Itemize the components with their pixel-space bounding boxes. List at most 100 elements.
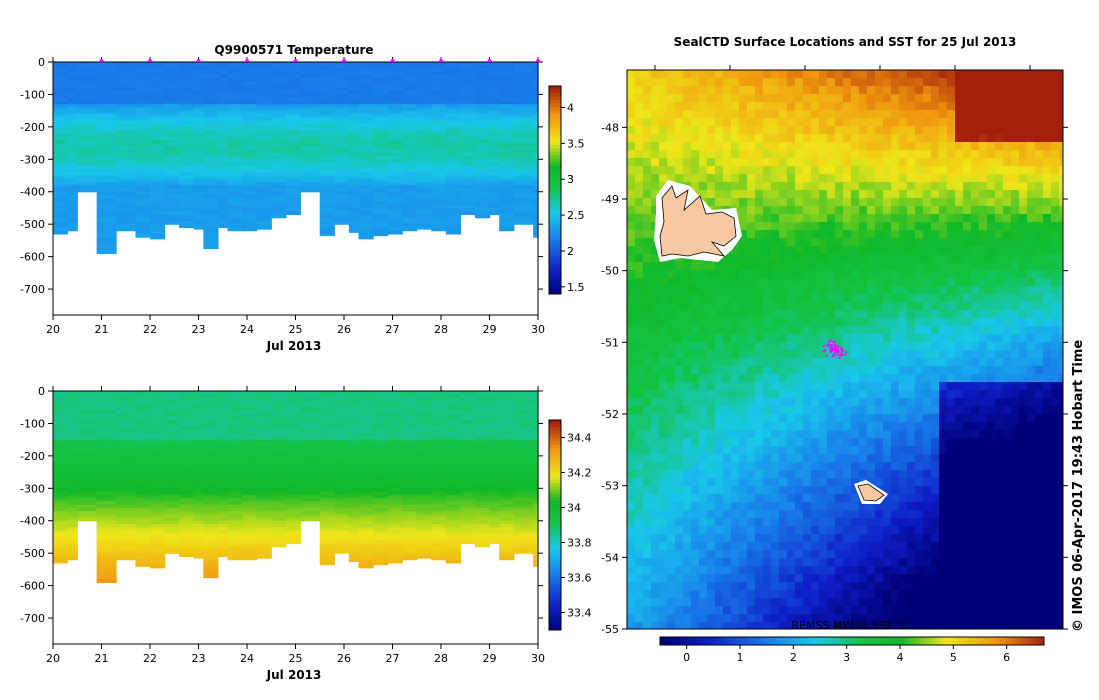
- sst-cell: [1043, 230, 1052, 239]
- heatmap-cell: [373, 439, 389, 444]
- heatmap-cell: [474, 540, 491, 545]
- heatmap-cell: [489, 91, 500, 96]
- heatmap-cell: [334, 97, 350, 102]
- heatmap-cell: [227, 488, 243, 493]
- heatmap-cell: [67, 159, 78, 164]
- heatmap-cell: [77, 100, 98, 105]
- heatmap-cell: [474, 403, 491, 408]
- sst-cell: [795, 166, 804, 175]
- heatmap-cell: [334, 520, 350, 525]
- heatmap-cell: [96, 188, 117, 193]
- heatmap-cell: [67, 224, 78, 229]
- heatmap-cell: [285, 507, 301, 512]
- heatmap-cell: [513, 511, 534, 515]
- heatmap-cell: [227, 391, 243, 395]
- sst-cell: [843, 70, 852, 79]
- heatmap-cell: [387, 194, 403, 199]
- heatmap-cell: [431, 214, 447, 219]
- heatmap-cell: [489, 107, 500, 112]
- sst-cell: [1059, 198, 1064, 207]
- sst-cell: [707, 78, 716, 87]
- heatmap-cell: [53, 462, 69, 467]
- heatmap-cell: [77, 143, 98, 147]
- sst-cell: [867, 70, 876, 79]
- sst-cell: [851, 230, 860, 239]
- heatmap-cell: [431, 416, 447, 421]
- heatmap-cell: [460, 165, 476, 170]
- heatmap-cell: [256, 172, 272, 177]
- sst-cell: [979, 158, 988, 167]
- colorbar-tick-label: 3.5: [567, 137, 585, 150]
- colorbar-swatch: [549, 144, 561, 149]
- heatmap-cell: [489, 87, 500, 92]
- heatmap-cell: [96, 494, 117, 499]
- heatmap-cell: [533, 475, 539, 480]
- heatmap-cell: [499, 191, 515, 196]
- sst-cell: [915, 78, 924, 87]
- sst-cell: [907, 118, 916, 127]
- heatmap-cell: [242, 442, 258, 447]
- heatmap-cell: [203, 472, 219, 476]
- heatmap-cell: [513, 546, 534, 551]
- sst-cell: [819, 174, 828, 183]
- sst-cell: [867, 78, 876, 87]
- heatmap-cell: [150, 198, 166, 203]
- sst-cell: [979, 86, 988, 95]
- sst-cell: [939, 150, 948, 159]
- heatmap-cell: [513, 214, 534, 219]
- sst-cell: [883, 134, 892, 143]
- heatmap-cell: [445, 459, 461, 463]
- sst-cell: [795, 110, 804, 119]
- heatmap-cell: [116, 117, 137, 121]
- sst-cell: [915, 206, 924, 215]
- heatmap-cell: [193, 485, 204, 489]
- heatmap-cell: [96, 439, 117, 444]
- sst-cell: [1059, 110, 1064, 119]
- heatmap-cell: [285, 117, 301, 121]
- heatmap-cell: [203, 449, 219, 454]
- heatmap-cell: [513, 198, 534, 203]
- heatmap-cell: [67, 491, 78, 496]
- heatmap-cell: [489, 523, 500, 528]
- heatmap-cell: [431, 459, 447, 463]
- heatmap-cell: [227, 442, 243, 447]
- heatmap-cell: [77, 459, 98, 463]
- heatmap-cell: [533, 527, 539, 532]
- heatmap-cell: [96, 423, 117, 428]
- sst-cell: [1035, 214, 1044, 223]
- sst-cell: [627, 134, 636, 143]
- heatmap-cell: [319, 126, 335, 131]
- heatmap-cell: [416, 397, 432, 402]
- heatmap-cell: [116, 169, 137, 173]
- sst-cell: [811, 78, 820, 87]
- heatmap-cell: [271, 100, 287, 105]
- heatmap-cell: [271, 165, 287, 170]
- heatmap-cell: [358, 110, 374, 115]
- heatmap-cell: [460, 429, 476, 434]
- heatmap-cell: [217, 159, 229, 164]
- heatmap-cell: [416, 429, 432, 434]
- heatmap-cell: [96, 240, 117, 245]
- sst-cell: [971, 198, 980, 207]
- sst-cell: [803, 174, 812, 183]
- heatmap-cell: [179, 149, 195, 154]
- heatmap-cell: [431, 84, 447, 89]
- heatmap-cell: [319, 523, 335, 528]
- colorbar-swatch: [549, 290, 561, 295]
- heatmap-cell: [179, 207, 195, 212]
- sst-cell: [819, 238, 828, 247]
- heatmap-cell: [373, 559, 389, 564]
- heatmap-cell: [489, 211, 500, 216]
- heatmap-cell: [285, 110, 301, 115]
- heatmap-cell: [348, 139, 360, 144]
- heatmap-cell: [150, 194, 166, 199]
- heatmap-cell: [150, 220, 166, 225]
- heatmap-cell: [179, 91, 195, 96]
- colorbar-swatch: [549, 542, 561, 547]
- heatmap-cell: [387, 455, 403, 460]
- heatmap-cell: [300, 113, 321, 118]
- heatmap-cell: [164, 488, 180, 493]
- sst-cell: [947, 222, 956, 231]
- sst-cell: [715, 126, 724, 135]
- heatmap-cell: [67, 214, 78, 219]
